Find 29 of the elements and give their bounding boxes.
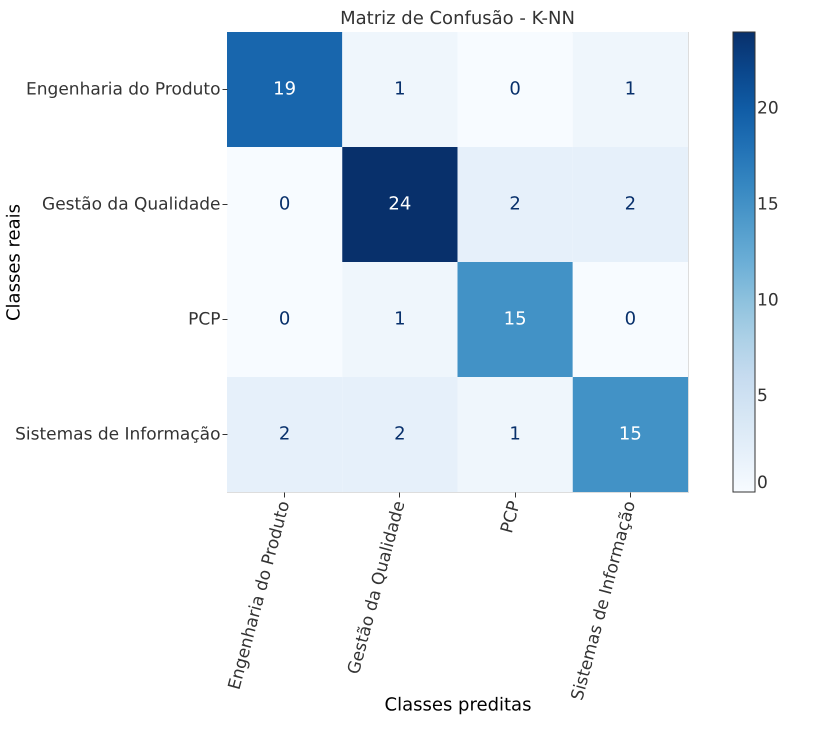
y-tick-label: Gestão da Qualidade (42, 194, 220, 214)
y-tick-label: Engenharia do Produto (26, 80, 220, 100)
data-label: 1 (509, 424, 521, 444)
color-bar-label: 5 (757, 386, 768, 406)
y-tick-label: PCP (188, 310, 220, 330)
color-bar-label: 20 (757, 98, 779, 119)
data-label: 15 (504, 308, 527, 330)
data-label: 0 (278, 194, 290, 214)
data-label: 0 (624, 308, 636, 330)
color-bar-label: 15 (757, 194, 779, 214)
color-bar-label: 0 (757, 473, 768, 493)
data-label: 1 (624, 78, 636, 100)
chart-title: Matriz de Confusão - K-NN (340, 8, 575, 29)
data-label: 2 (509, 194, 521, 214)
y-tick-label: Sistemas de Informação (15, 424, 220, 444)
y-axis-title: Classes reais (4, 204, 24, 322)
data-label: 24 (388, 194, 412, 214)
data-label: 19 (273, 78, 296, 100)
data-label: 2 (624, 194, 636, 214)
x-axis-title: Classes preditas (384, 694, 532, 716)
data-label: 0 (278, 308, 290, 330)
data-label: 15 (618, 424, 642, 444)
data-label: 1 (394, 78, 406, 100)
data-label: 1 (394, 308, 406, 330)
data-label: 0 (509, 78, 521, 100)
data-label: 2 (394, 424, 406, 444)
color-bar-label: 10 (757, 290, 779, 310)
x-tick-label: PCP (497, 498, 525, 536)
data-label: 2 (278, 424, 290, 444)
